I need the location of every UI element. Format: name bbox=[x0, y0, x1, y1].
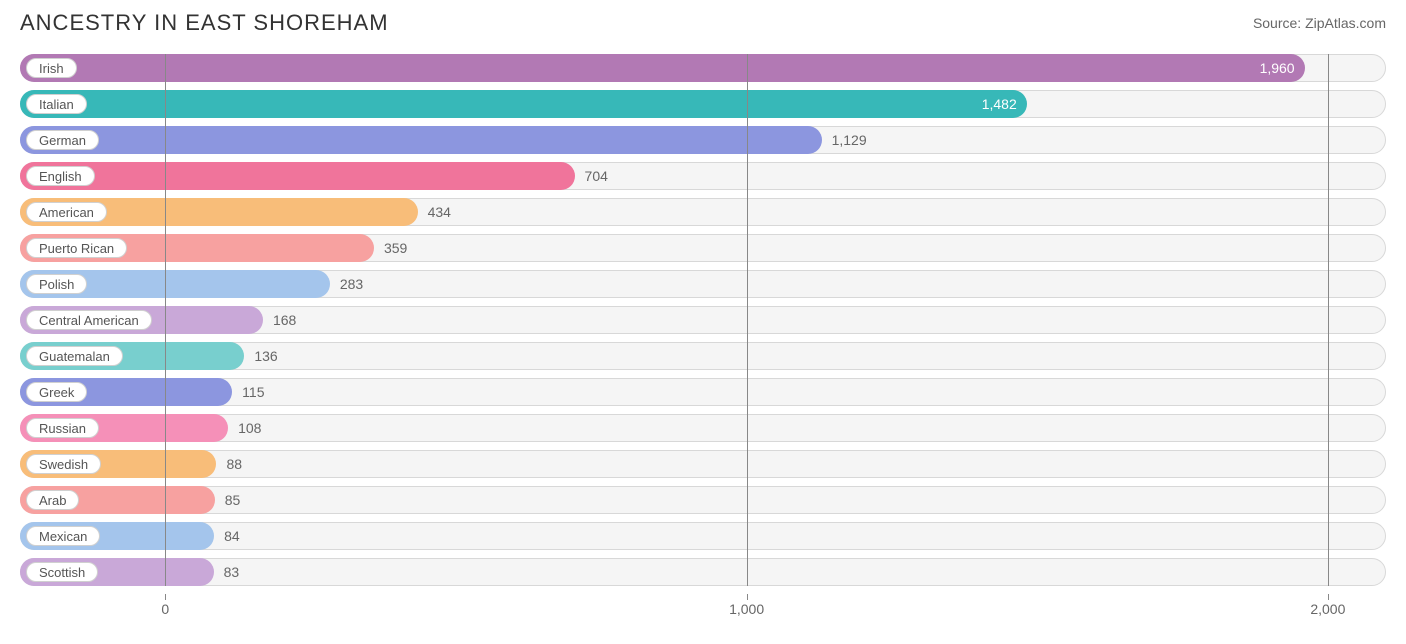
bar-value: 359 bbox=[384, 234, 407, 262]
bar-label: Central American bbox=[26, 310, 152, 330]
bar-label: English bbox=[26, 166, 95, 186]
axis-tick bbox=[165, 594, 166, 600]
bar-value: 1,482 bbox=[982, 90, 1017, 118]
bar-value: 434 bbox=[428, 198, 451, 226]
axis-label: 2,000 bbox=[1310, 601, 1345, 617]
bar-row: Italian 1,482 bbox=[20, 90, 1386, 118]
bar-fill bbox=[20, 54, 1305, 82]
chart-source: Source: ZipAtlas.com bbox=[1253, 15, 1386, 31]
bar-value: 283 bbox=[340, 270, 363, 298]
axis-tick bbox=[747, 594, 748, 600]
bar-value: 168 bbox=[273, 306, 296, 334]
bars-container: Irish 1,960 Italian 1,482 German 1,129 English… bbox=[20, 54, 1386, 586]
bar-row: Central American 168 bbox=[20, 306, 1386, 334]
chart-title: ANCESTRY IN EAST SHOREHAM bbox=[20, 10, 389, 36]
bar-label: American bbox=[26, 202, 107, 222]
bar-label: Polish bbox=[26, 274, 87, 294]
bar-row: Arab 85 bbox=[20, 486, 1386, 514]
bar-label: Russian bbox=[26, 418, 99, 438]
bar-value: 136 bbox=[254, 342, 277, 370]
bar-row: Guatemalan 136 bbox=[20, 342, 1386, 370]
axis-tick bbox=[1328, 594, 1329, 600]
bar-row: English 704 bbox=[20, 162, 1386, 190]
bar-row: Swedish 88 bbox=[20, 450, 1386, 478]
bar-track bbox=[20, 450, 1386, 478]
bar-value: 1,129 bbox=[832, 126, 867, 154]
chart-area: Irish 1,960 Italian 1,482 German 1,129 English… bbox=[0, 44, 1406, 624]
gridline bbox=[1328, 54, 1329, 586]
x-axis: 0 1,000 2,000 bbox=[20, 594, 1386, 624]
bar-fill bbox=[20, 126, 822, 154]
bar-fill bbox=[20, 162, 575, 190]
gridline bbox=[747, 54, 748, 586]
bar-value: 108 bbox=[238, 414, 261, 442]
bar-label: Italian bbox=[26, 94, 87, 114]
bar-value: 1,960 bbox=[1260, 54, 1295, 82]
bar-row: Puerto Rican 359 bbox=[20, 234, 1386, 262]
bar-label: Scottish bbox=[26, 562, 98, 582]
gridline bbox=[165, 54, 166, 586]
bar-value: 85 bbox=[225, 486, 241, 514]
bar-row: American 434 bbox=[20, 198, 1386, 226]
axis-label: 1,000 bbox=[729, 601, 764, 617]
bar-row: Russian 108 bbox=[20, 414, 1386, 442]
bar-label: Arab bbox=[26, 490, 79, 510]
bar-fill bbox=[20, 90, 1027, 118]
bar-row: German 1,129 bbox=[20, 126, 1386, 154]
bar-label: Guatemalan bbox=[26, 346, 123, 366]
bar-value: 704 bbox=[585, 162, 608, 190]
bar-row: Irish 1,960 bbox=[20, 54, 1386, 82]
bar-row: Mexican 84 bbox=[20, 522, 1386, 550]
bar-value: 88 bbox=[226, 450, 242, 478]
bar-label: Puerto Rican bbox=[26, 238, 127, 258]
bar-label: German bbox=[26, 130, 99, 150]
bar-value: 115 bbox=[242, 378, 264, 406]
bar-label: Swedish bbox=[26, 454, 101, 474]
bar-label: Irish bbox=[26, 58, 77, 78]
bar-label: Greek bbox=[26, 382, 87, 402]
axis-label: 0 bbox=[161, 601, 169, 617]
bar-row: Scottish 83 bbox=[20, 558, 1386, 586]
bar-value: 84 bbox=[224, 522, 240, 550]
chart-header: ANCESTRY IN EAST SHOREHAM Source: ZipAtl… bbox=[0, 0, 1406, 44]
bar-row: Greek 115 bbox=[20, 378, 1386, 406]
bar-row: Polish 283 bbox=[20, 270, 1386, 298]
bar-label: Mexican bbox=[26, 526, 100, 546]
bar-value: 83 bbox=[224, 558, 240, 586]
